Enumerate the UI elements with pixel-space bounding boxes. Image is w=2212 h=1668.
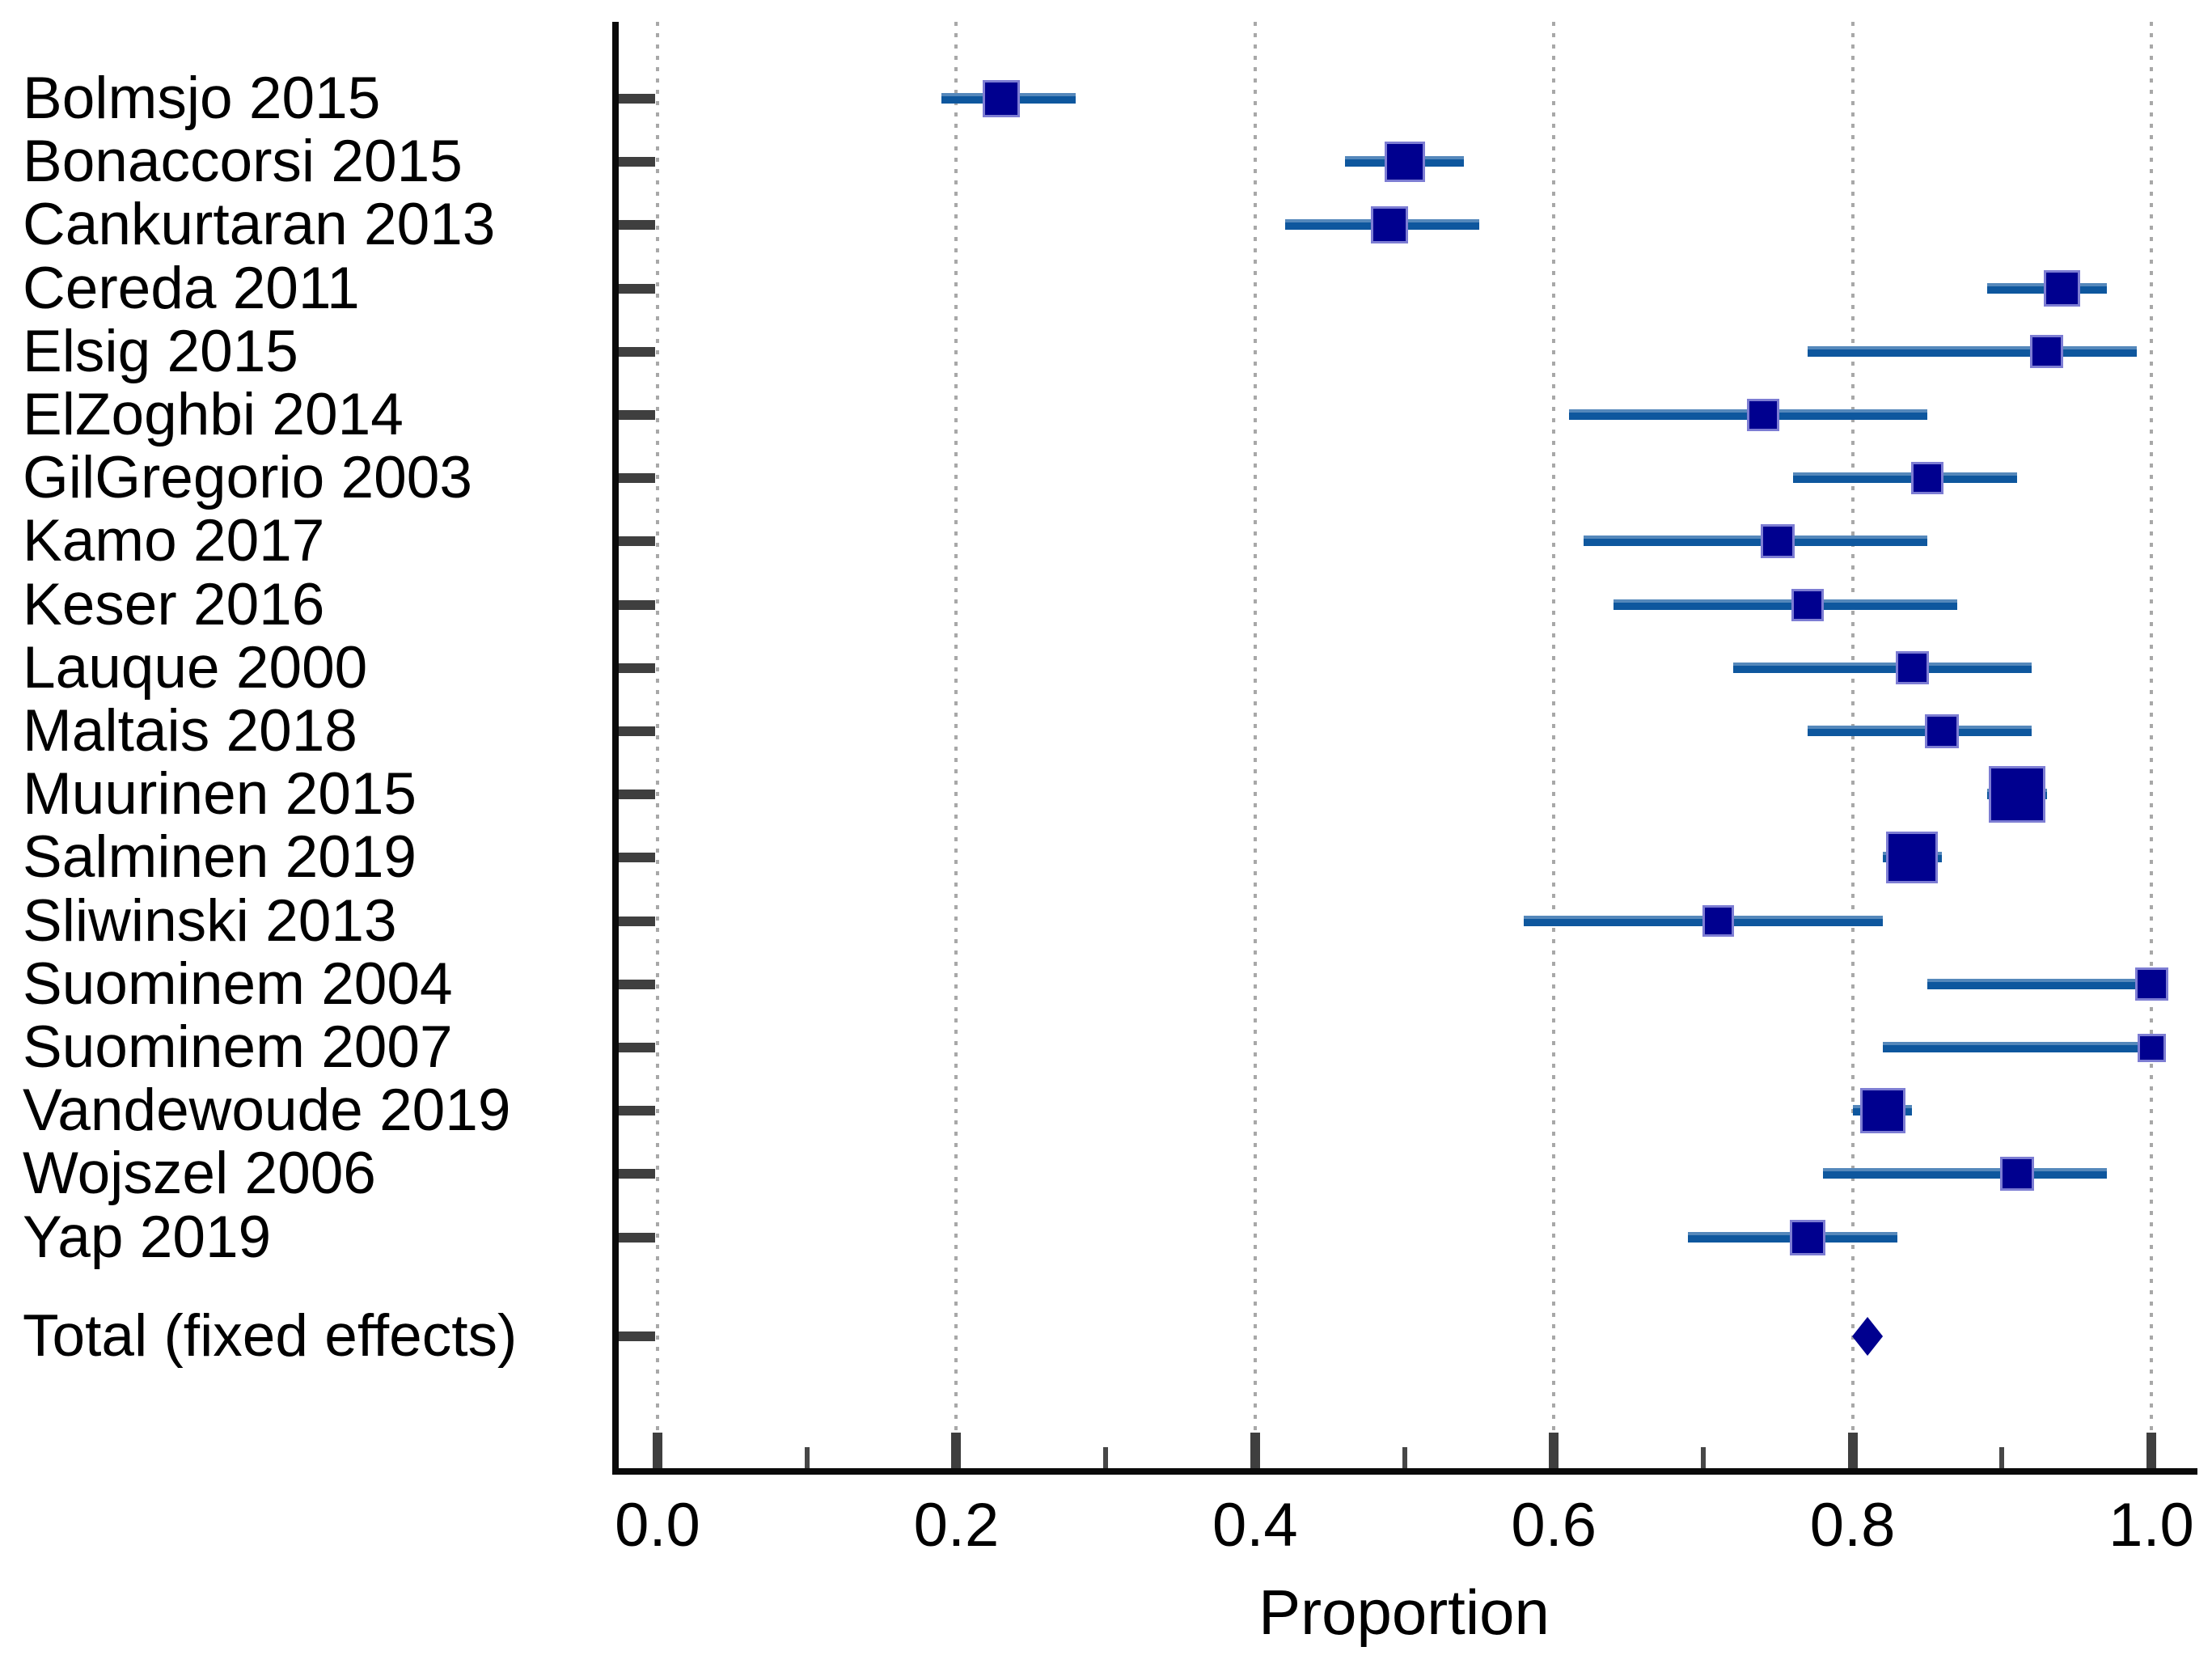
y-axis-row-tick	[619, 1232, 655, 1243]
x-axis-major-tick	[951, 1433, 962, 1468]
x-axis-major-tick	[2146, 1433, 2156, 1468]
y-axis-row-tick	[619, 1331, 655, 1341]
study-label: Salminen 2019	[23, 824, 417, 891]
point-estimate-marker	[1746, 399, 1779, 431]
study-label: ElZoghbi 2014	[23, 382, 404, 447]
y-axis-row-tick	[619, 790, 655, 800]
study-label: Elsig 2015	[23, 318, 298, 384]
summary-label: Total (fixed effects)	[23, 1303, 518, 1369]
ci-line	[1808, 726, 2032, 736]
point-estimate-marker	[2030, 335, 2064, 369]
x-axis-title: Proportion	[1258, 1577, 1550, 1648]
y-axis-row-tick	[619, 1106, 655, 1116]
x-axis-tick-label: 1.0	[2108, 1491, 2194, 1560]
gridline	[656, 22, 659, 1468]
point-estimate-marker	[982, 80, 1020, 117]
study-label: GilGregorio 2003	[23, 445, 472, 511]
ci-line	[1882, 1042, 2151, 1052]
study-label: Cankurtaran 2013	[23, 192, 496, 258]
ci-line	[1732, 662, 2032, 673]
ci-line	[1808, 345, 2137, 357]
y-axis-row-tick	[619, 853, 655, 863]
y-axis-row-tick	[619, 1043, 655, 1052]
y-axis-row-tick	[619, 94, 655, 104]
x-axis-minor-tick	[804, 1447, 810, 1468]
x-axis-tick-label: 0.8	[1809, 1491, 1896, 1560]
x-axis-minor-tick	[1103, 1447, 1109, 1468]
x-axis-major-tick	[1549, 1433, 1559, 1468]
study-label: Keser 2016	[23, 571, 325, 637]
study-label: Wojszel 2006	[23, 1141, 376, 1207]
x-axis-major-tick	[653, 1433, 662, 1468]
point-estimate-marker	[1859, 1088, 1905, 1134]
x-axis-major-tick	[1250, 1433, 1260, 1468]
y-axis-row-tick	[619, 663, 655, 673]
x-axis-major-tick	[1847, 1433, 1858, 1468]
study-label: Yap 2019	[23, 1204, 272, 1270]
y-axis-row-tick	[619, 473, 655, 484]
point-estimate-marker	[2137, 1033, 2166, 1062]
gridline	[954, 22, 958, 1468]
y-axis-row-tick	[619, 410, 655, 420]
y-axis-row-tick	[619, 726, 655, 736]
point-estimate-marker	[1988, 766, 2045, 823]
y-axis-line	[612, 22, 619, 1475]
point-estimate-marker	[1371, 206, 1409, 244]
study-label: Kamo 2017	[23, 508, 325, 574]
ci-line	[1584, 536, 1927, 547]
study-label: Vandewoude 2019	[23, 1077, 511, 1144]
x-axis-tick-label: 0.2	[913, 1491, 1000, 1560]
y-axis-row-tick	[619, 283, 655, 294]
x-axis-tick-label: 0.6	[1511, 1491, 1597, 1560]
x-axis-minor-tick	[1402, 1447, 1407, 1468]
x-axis-minor-tick	[1999, 1447, 2005, 1468]
gridline	[1552, 22, 1556, 1468]
y-axis-row-tick	[619, 599, 655, 610]
y-axis-row-tick	[619, 346, 655, 357]
x-axis-tick-label: 0.4	[1212, 1491, 1298, 1560]
study-label: Bonaccorsi 2015	[23, 129, 463, 195]
study-label: Bolmsjo 2015	[23, 66, 381, 131]
point-estimate-marker	[1702, 905, 1734, 938]
study-label: Muurinen 2015	[23, 761, 417, 828]
point-estimate-marker	[2043, 270, 2080, 307]
study-label: Maltais 2018	[23, 698, 357, 764]
x-axis-tick-label: 0.0	[615, 1491, 700, 1560]
y-axis-row-tick	[619, 916, 655, 926]
point-estimate-marker	[1910, 462, 1943, 495]
y-axis-row-tick	[619, 979, 655, 989]
ci-line	[1792, 472, 2017, 484]
study-label: Suominem 2007	[23, 1014, 453, 1080]
x-axis-minor-tick	[1700, 1447, 1706, 1468]
point-estimate-marker	[1925, 714, 1960, 748]
gridline	[1850, 22, 1855, 1468]
gridline	[1253, 22, 1257, 1468]
point-estimate-marker	[1895, 651, 1929, 685]
x-axis-line	[612, 1468, 2197, 1475]
point-estimate-marker	[2134, 967, 2168, 1001]
study-label: Lauque 2000	[23, 634, 368, 701]
ci-line	[1927, 978, 2151, 989]
ci-line	[1614, 599, 1957, 610]
y-axis-row-tick	[619, 1169, 655, 1179]
summary-diamond	[1852, 1317, 1884, 1356]
point-estimate-marker	[1384, 142, 1425, 183]
point-estimate-marker	[1791, 588, 1825, 621]
y-axis-row-tick	[619, 157, 655, 167]
point-estimate-marker	[1999, 1157, 2034, 1192]
study-label: Suominem 2004	[23, 950, 453, 1017]
point-estimate-marker	[1761, 524, 1795, 559]
point-estimate-marker	[1886, 832, 1939, 884]
study-label: Cereda 2011	[23, 255, 360, 321]
gridline	[2150, 22, 2153, 1468]
y-axis-row-tick	[619, 220, 655, 231]
point-estimate-marker	[1790, 1219, 1826, 1255]
study-label: Sliwinski 2013	[23, 887, 397, 954]
ci-line	[1822, 1168, 2107, 1179]
y-axis-row-tick	[619, 536, 655, 547]
